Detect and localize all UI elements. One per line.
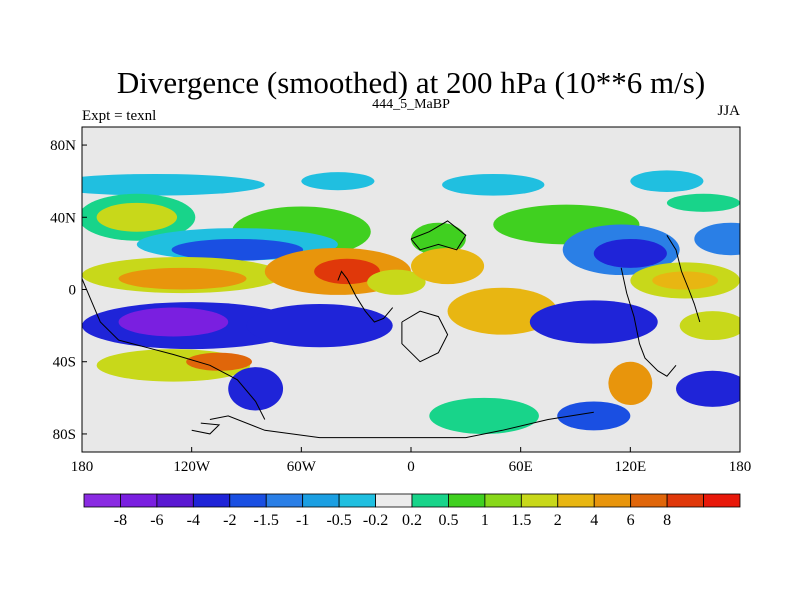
colorbar-swatch — [302, 493, 340, 508]
contour-region — [301, 172, 375, 191]
colorbar-label: 0.5 — [438, 512, 458, 529]
colorbar-swatch — [229, 493, 267, 508]
coastline-outlines — [82, 220, 701, 439]
colorbar-label: 1 — [481, 512, 489, 529]
contour-region — [411, 247, 485, 285]
contour-region — [529, 300, 658, 344]
contour-region — [82, 173, 265, 196]
colorbar-swatch — [338, 493, 376, 508]
colorbar-label: 4 — [590, 512, 598, 529]
coastline — [191, 422, 221, 435]
colorbar-swatch — [557, 493, 595, 508]
colorbar-swatch — [593, 493, 632, 508]
contour-region — [246, 303, 393, 348]
x-tick-label: 60W — [287, 459, 317, 475]
colorbar-swatch — [448, 493, 486, 508]
colorbar-swatch — [265, 493, 304, 508]
contour-region — [411, 222, 466, 256]
contour-region — [593, 238, 667, 268]
coastline — [209, 411, 594, 439]
contour-region — [96, 202, 178, 232]
colorbar-swatch — [520, 493, 559, 508]
contour-region — [608, 361, 653, 406]
colorbar-swatch — [703, 493, 741, 508]
colorbar-label: -0.2 — [363, 512, 388, 529]
y-tick-label: 0 — [69, 283, 77, 299]
coastline — [337, 270, 394, 323]
y-tick-label: 40N — [50, 210, 76, 226]
colorbar-swatch — [192, 493, 231, 508]
plot-area — [82, 127, 740, 452]
colorbar-swatch — [375, 493, 413, 508]
colorbar-label: -0.5 — [326, 512, 351, 529]
colorbar-swatch — [156, 493, 194, 508]
subtitle-left: Expt = texnl — [82, 108, 156, 124]
y-tick-label: 40S — [53, 355, 76, 371]
contour-region — [676, 370, 740, 407]
y-axis: 80N 40N 0 40S 80S — [50, 138, 87, 443]
colorbar-label: 2 — [554, 512, 562, 529]
contour-region — [442, 173, 545, 196]
colorbar-label: 8 — [663, 512, 671, 529]
colorbar-label: -2 — [223, 512, 236, 529]
coastline — [620, 267, 677, 377]
colorbar-swatch — [484, 493, 522, 508]
colorbar-swatch — [120, 493, 158, 508]
coastline — [410, 220, 467, 251]
coastline — [666, 235, 701, 323]
colorbar-swatch — [83, 493, 121, 508]
contour-region — [679, 311, 740, 341]
contour-region — [118, 267, 247, 290]
contour-region — [171, 238, 304, 261]
x-tick-label: 120W — [173, 459, 211, 475]
x-tick-label: 180 — [71, 459, 94, 475]
contour-region — [429, 397, 539, 434]
colorbar-swatch — [630, 493, 668, 508]
x-tick-label: 0 — [407, 459, 415, 475]
colorbar-label: -8 — [114, 512, 127, 529]
contour-region — [118, 307, 229, 337]
colorbar-label: 1.5 — [511, 512, 531, 529]
contour-region — [186, 352, 252, 371]
x-tick-label: 120E — [614, 459, 646, 475]
x-tick-label: 180 — [729, 459, 752, 475]
subtitle-center: 444_5_MaBP — [372, 97, 450, 112]
coastline — [82, 278, 266, 420]
contour-region — [630, 170, 704, 193]
colorbar-label: -4 — [187, 512, 200, 529]
contour-region — [557, 401, 631, 431]
colorbar: -8 -6 -4 -2 -1.5 -1 -0.5 -0.2 0.2 0.5 1 1.5 2 4 6 8 — [83, 493, 741, 529]
x-tick-label: 60E — [509, 459, 533, 475]
contour-region — [666, 193, 740, 212]
subtitle-right: JJA — [717, 103, 740, 119]
colorbar-label: 0.2 — [402, 512, 422, 529]
contour-region — [367, 269, 426, 295]
colorbar-label: -1.5 — [254, 512, 279, 529]
colorbar-label: -6 — [150, 512, 163, 529]
contour-region — [447, 287, 558, 335]
contour-region — [694, 222, 740, 256]
contour-region — [314, 258, 380, 285]
y-tick-label: 80N — [50, 138, 76, 154]
x-axis: 180 120W 60W 0 60E 120E 180 — [71, 447, 752, 475]
colorbar-swatch — [411, 493, 449, 508]
colorbar-swatch — [666, 493, 704, 508]
chart-title: Divergence (smoothed) at 200 hPa (10**6 … — [117, 65, 705, 100]
colorbar-label: 6 — [627, 512, 635, 529]
colorbar-label: -1 — [296, 512, 309, 529]
contour-region — [228, 367, 284, 411]
y-tick-label: 80S — [53, 427, 76, 443]
coastline — [401, 310, 449, 363]
